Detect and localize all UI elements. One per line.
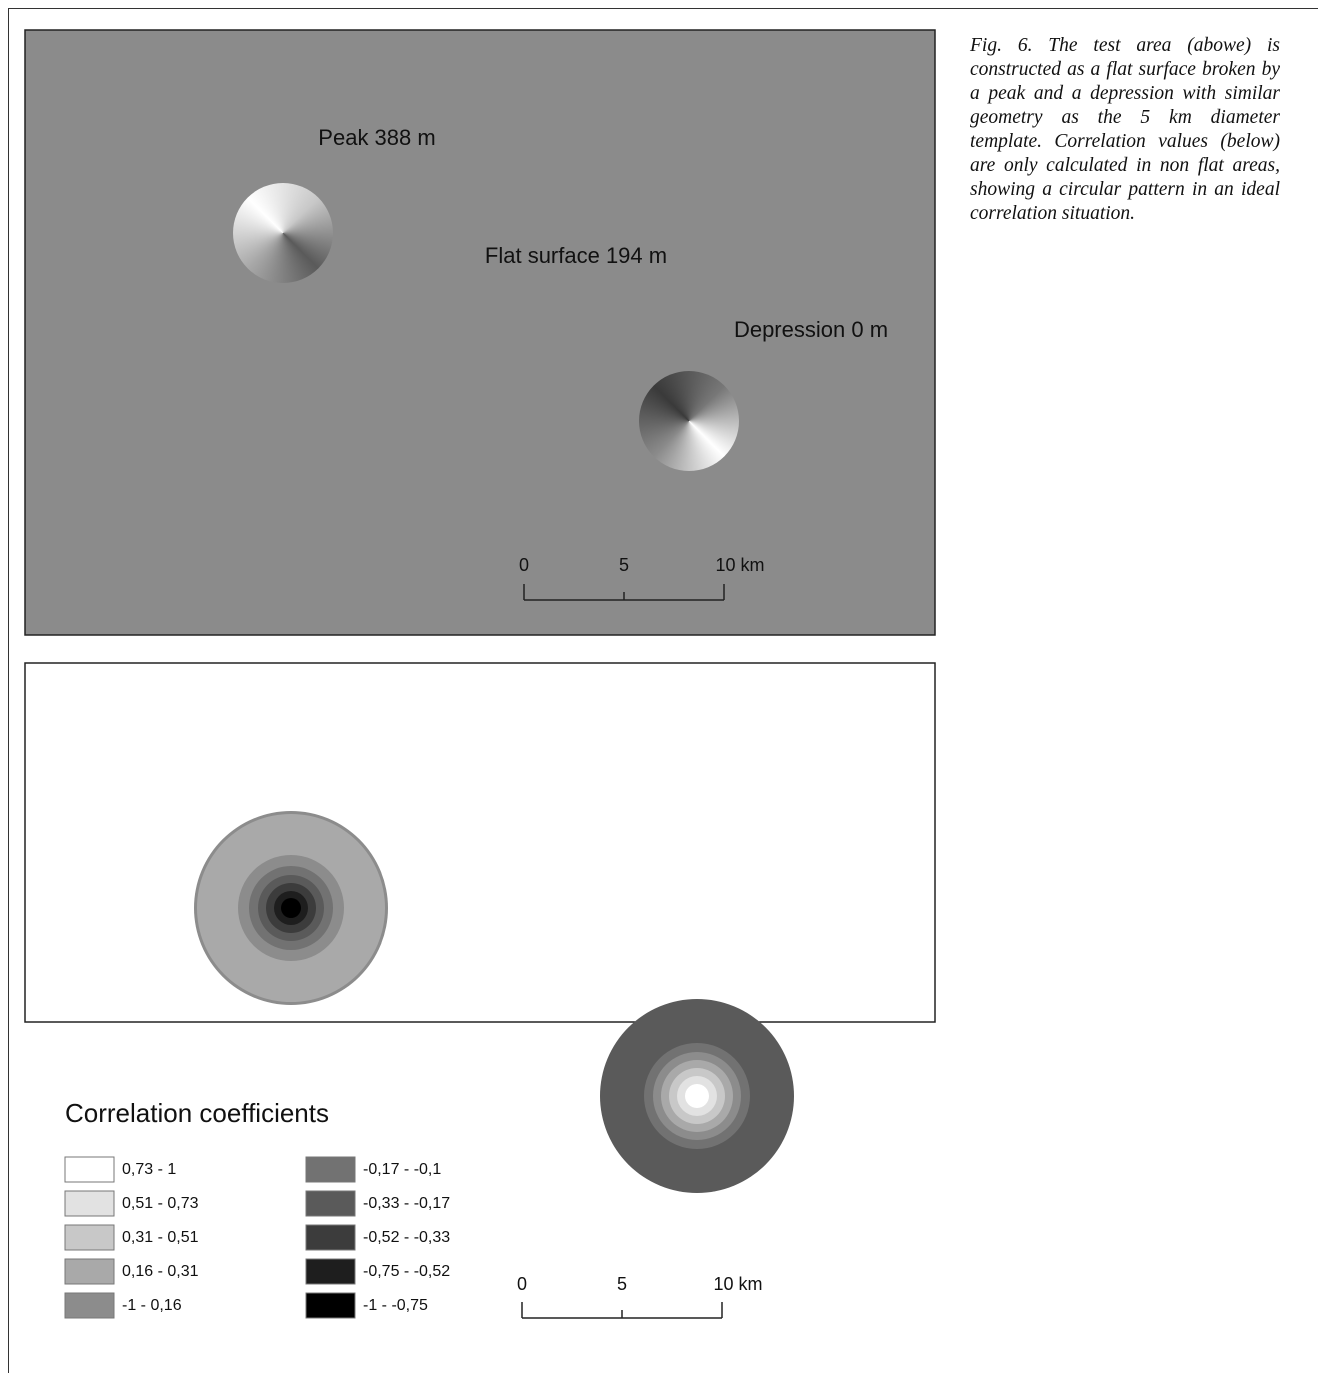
legend-label: -0,52 - -0,33	[363, 1229, 450, 1246]
legend-label: 0,51 - 0,73	[122, 1195, 199, 1212]
correlation-panel	[25, 663, 935, 1022]
legend-label: 0,73 - 1	[122, 1161, 176, 1178]
legend-swatch	[65, 1191, 114, 1216]
depression-cone	[639, 371, 739, 471]
legend-swatch	[65, 1225, 114, 1250]
legend-label: -1 - -0,75	[363, 1297, 428, 1314]
legend-label: -0,17 - -0,1	[363, 1161, 441, 1178]
legend-swatch	[306, 1259, 355, 1284]
legend-title: Correlation coefficients	[65, 1098, 329, 1128]
legend-label: -1 - 0,16	[122, 1297, 182, 1314]
legend-swatch	[65, 1157, 114, 1182]
legend-swatch	[65, 1259, 114, 1284]
depression-label: Depression 0 m	[734, 317, 888, 342]
scale-label: 0	[517, 1274, 527, 1294]
legend-swatch	[65, 1293, 114, 1318]
scale-label: 5	[619, 555, 629, 575]
legend-swatch	[306, 1293, 355, 1318]
legend-swatch	[306, 1157, 355, 1182]
scale-label: 10 km	[715, 555, 764, 575]
flat-label: Flat surface 194 m	[485, 243, 667, 268]
figure-caption: Fig. 6. The test area (abowe) is constru…	[970, 34, 1280, 226]
peak-label: Peak 388 m	[318, 125, 435, 150]
legend-label: 0,31 - 0,51	[122, 1229, 199, 1246]
legend-swatch	[306, 1191, 355, 1216]
page: {"figure_top": {"labels": {"peak": "Peak…	[0, 0, 1318, 1373]
legend-swatch	[306, 1225, 355, 1250]
legend-label: -0,33 - -0,17	[363, 1195, 450, 1212]
scale-label: 5	[617, 1274, 627, 1294]
correlation-ring	[281, 898, 301, 918]
legend-label: 0,16 - 0,31	[122, 1263, 199, 1280]
legend-label: -0,75 - -0,52	[363, 1263, 450, 1280]
correlation-ring	[685, 1084, 709, 1108]
scale-label: 0	[519, 555, 529, 575]
scale-label: 10 km	[713, 1274, 762, 1294]
peak-cone	[233, 183, 333, 283]
